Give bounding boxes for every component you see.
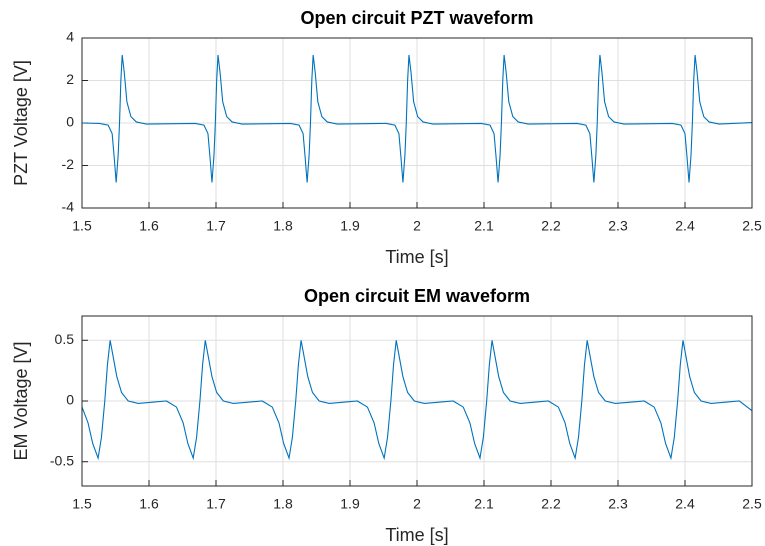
x-tick-label: 1.6 xyxy=(139,218,159,234)
x-tick-label: 1.6 xyxy=(139,496,159,512)
y-tick-label: 4 xyxy=(66,29,74,45)
x-tick-label: 2.3 xyxy=(608,496,628,512)
x-tick-label: 1.7 xyxy=(206,218,226,234)
y-tick-label: -2 xyxy=(62,156,75,172)
x-tick-label: 2 xyxy=(413,218,421,234)
y-tick-label: 0.5 xyxy=(55,331,75,347)
y-axis-label: EM Voltage [V] xyxy=(11,341,31,460)
x-tick-label: 2.1 xyxy=(474,496,494,512)
x-tick-label: 2.5 xyxy=(742,496,762,512)
x-tick-label: 1.8 xyxy=(273,496,293,512)
y-tick-label: 2 xyxy=(66,71,74,87)
data-line xyxy=(81,340,753,461)
x-tick-label: 2.4 xyxy=(675,218,695,234)
y-tick-label: -4 xyxy=(62,199,75,215)
x-tick-label: 2.3 xyxy=(608,218,628,234)
chart-title: Open circuit PZT waveform xyxy=(300,8,533,28)
axes-box xyxy=(81,315,753,487)
x-tick-label: 1.5 xyxy=(72,218,92,234)
x-tick-label: 1.7 xyxy=(206,496,226,512)
x-tick-label: 2.2 xyxy=(541,496,561,512)
data-line xyxy=(81,54,753,183)
x-axis-label: Time [s] xyxy=(385,247,448,267)
x-tick-label: 2.5 xyxy=(742,218,762,234)
y-axis-label: PZT Voltage [V] xyxy=(11,60,31,186)
x-axis-label: Time [s] xyxy=(385,525,448,545)
x-tick-label: 2 xyxy=(413,496,421,512)
y-tick-label: 0 xyxy=(66,114,74,130)
y-tick-label: -0.5 xyxy=(50,452,74,468)
x-tick-label: 1.9 xyxy=(340,496,360,512)
x-tick-label: 1.8 xyxy=(273,218,293,234)
y-tick-label: 0 xyxy=(66,392,74,408)
x-tick-label: 2.2 xyxy=(541,218,561,234)
x-tick-label: 2.1 xyxy=(474,218,494,234)
x-tick-label: 1.9 xyxy=(340,218,360,234)
axes-box xyxy=(81,37,753,209)
chart-title: Open circuit EM waveform xyxy=(304,286,530,306)
x-tick-label: 1.5 xyxy=(72,496,92,512)
x-tick-label: 2.4 xyxy=(675,496,695,512)
